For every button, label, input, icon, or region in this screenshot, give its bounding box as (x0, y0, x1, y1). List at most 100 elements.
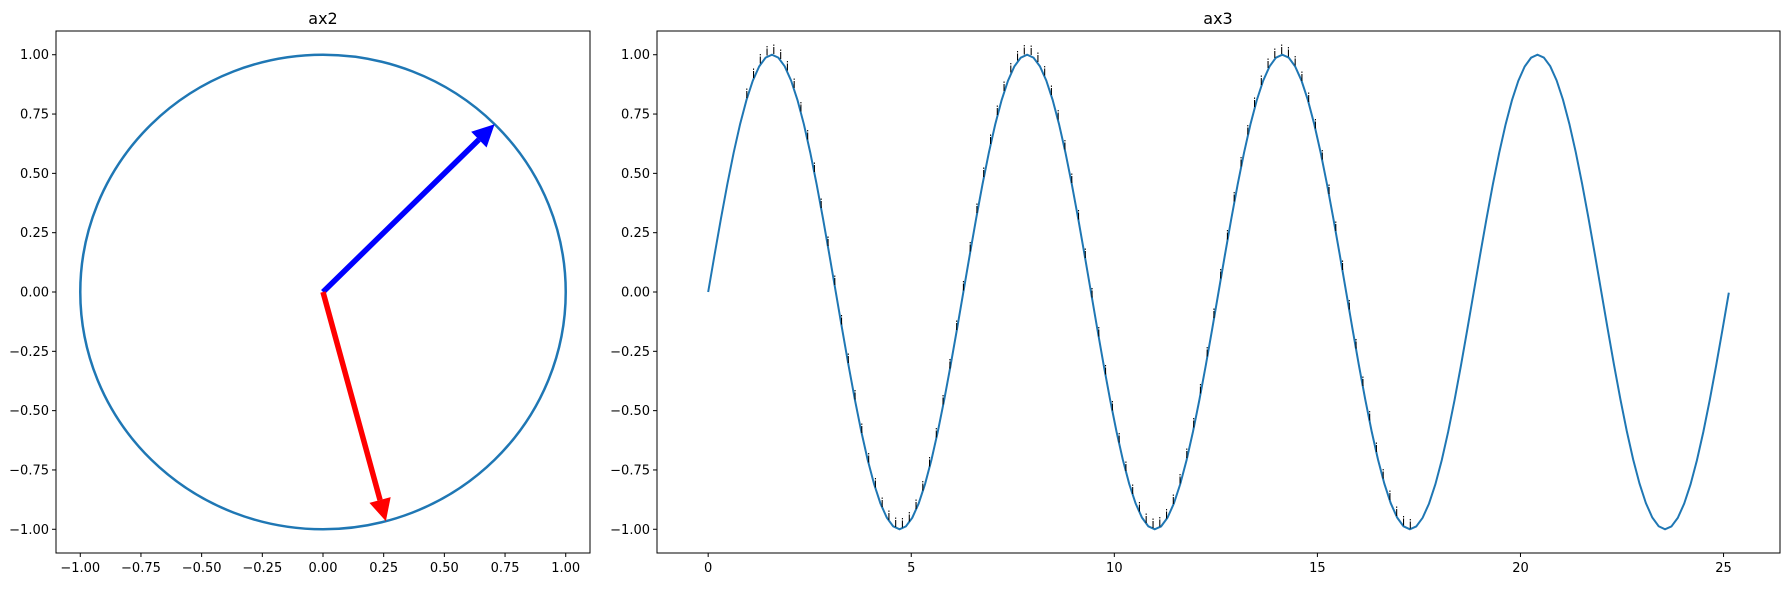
annotation-text: i (1145, 512, 1148, 526)
ax2-x-tick-label: 1.00 (551, 561, 580, 576)
annotation-text: i (833, 274, 836, 288)
annotation-text: i (792, 77, 795, 91)
annotation-text: i (1172, 493, 1175, 507)
annotation-text: i (1002, 80, 1005, 94)
annotation-text: i (1185, 447, 1188, 461)
annotation-text: i (799, 100, 802, 114)
ax3-y-ticks: 1.00 0.75 0.50 0.25 0.00 −0.25 −0.50 −0.75 −1.00 (610, 48, 657, 538)
annotation-text: i (880, 496, 883, 510)
ax2-x-ticks: −1.00 −0.75 −0.50 −0.25 0.00 0.25 0.50 0.75 1.00 (60, 553, 580, 576)
annotation-text: i (1219, 268, 1222, 282)
ax2-x-tick-label: −0.25 (242, 561, 282, 576)
annotation-text: i (1097, 326, 1100, 340)
ax2-y-tick-label: 1.00 (20, 48, 49, 63)
annotation-text: i (1395, 505, 1398, 519)
ax2-y-tick-label: 0.50 (20, 167, 49, 182)
annotation-text: i (1388, 489, 1391, 503)
ax2-x-tick-label: 0.00 (309, 561, 338, 576)
annotation-text: i (1084, 247, 1087, 261)
annotation-text: i (1314, 117, 1317, 131)
annotation-text: i (1104, 364, 1107, 378)
annotation-text: i (1138, 501, 1141, 515)
annotation-text: i (1300, 70, 1303, 84)
ax2-axes: ax2 −1.00 −0.75 −0.50 −0.25 0.00 0.25 0.50 0.75… (9, 9, 591, 576)
annotation-text: i (1341, 259, 1344, 273)
annotation-text: i (840, 314, 843, 328)
red-arrow (320, 291, 391, 522)
ax2-x-tick-label: −0.75 (121, 561, 161, 576)
annotation-text: i (1009, 62, 1012, 76)
annotation-text: i (1016, 49, 1019, 63)
annotation-text: i (1239, 155, 1242, 169)
annotation-text: i (1050, 84, 1053, 98)
ax3-x-tick-label: 25 (1715, 561, 1732, 576)
arrow-shaft (321, 137, 481, 294)
ax3-y-tick-label: 0.00 (621, 286, 650, 301)
annotation-text: i (759, 52, 762, 66)
annotation-text: i (969, 240, 972, 254)
annotation-text: i (908, 511, 911, 525)
arrow-head (369, 497, 391, 522)
annotation-text: i (935, 427, 938, 441)
ax3-axes: ax3 0 5 10 15 20 25 1.00 0.75 0.50 0.25 0.00 −0.25… (610, 9, 1781, 576)
annotation-text: i (772, 43, 775, 57)
annotation-text: i (853, 389, 856, 403)
annotation-text: i (1165, 507, 1168, 521)
annotation-text: i (1043, 64, 1046, 78)
ax2-plot-area (79, 53, 567, 531)
annotation-text: i (826, 235, 829, 249)
ax2-title: ax2 (308, 9, 337, 28)
annotation-text: i (1124, 460, 1127, 474)
ax3-y-tick-label: 0.50 (621, 167, 650, 182)
annotation-text: i (752, 67, 755, 81)
annotation-text: i (1327, 183, 1330, 197)
annotation-text: i (1233, 191, 1236, 205)
annotation-text: i (1260, 74, 1263, 88)
annotation-text: i (1293, 54, 1296, 68)
annotation-text: i (1348, 299, 1351, 313)
annotation-text: i (1090, 286, 1093, 300)
ax2-y-tick-label: 0.75 (20, 108, 49, 123)
annotation-text: i (975, 202, 978, 216)
ax3-y-tick-label: −1.00 (610, 523, 650, 538)
annotation-text: i (874, 476, 877, 490)
ax2-x-tick-label: 0.25 (369, 561, 398, 576)
blue-arrow (321, 124, 495, 294)
annotation-text: i (867, 452, 870, 466)
ax2-y-tick-label: 0.00 (20, 286, 49, 301)
annotation-text: i (1307, 91, 1310, 105)
ax3-x-tick-label: 20 (1512, 561, 1529, 576)
annotation-text: i (1382, 468, 1385, 482)
annotation-text: i (745, 87, 748, 101)
annotation-text: i (1375, 441, 1378, 455)
annotation-text: i (1409, 517, 1412, 531)
annotation-text: i (1361, 375, 1364, 389)
annotation-text: i (1334, 220, 1337, 234)
ax2-y-tick-label: −1.00 (9, 523, 49, 538)
annotation-text: i (1023, 43, 1026, 57)
ax2-x-tick-label: −0.50 (182, 561, 222, 576)
ax3-y-tick-label: 1.00 (621, 48, 650, 63)
ax2-y-tick-label: 0.25 (20, 226, 49, 241)
annotation-text: i (1111, 399, 1114, 413)
annotation-text: i (921, 480, 924, 494)
annotation-text: i (887, 509, 890, 523)
ax3-y-tick-label: 0.75 (621, 108, 650, 123)
annotation-text: i (1266, 57, 1269, 71)
annotation-text: i (1178, 473, 1181, 487)
ax3-y-tick-label: −0.50 (610, 404, 650, 419)
ax3-x-ticks: 0 5 10 15 20 25 (704, 553, 1732, 576)
annotation-text: i (1273, 47, 1276, 61)
sine-line (707, 53, 1730, 531)
ax3-title: ax3 (1203, 9, 1232, 28)
ax3-x-tick-label: 5 (907, 561, 915, 576)
annotation-text: i (1280, 43, 1283, 57)
annotation-text: i (1212, 307, 1215, 321)
annotation-text: i (962, 280, 965, 294)
annotation-text: i (948, 357, 951, 371)
annotation-text: i (1402, 514, 1405, 528)
ax3-y-tick-label: −0.25 (610, 345, 650, 360)
